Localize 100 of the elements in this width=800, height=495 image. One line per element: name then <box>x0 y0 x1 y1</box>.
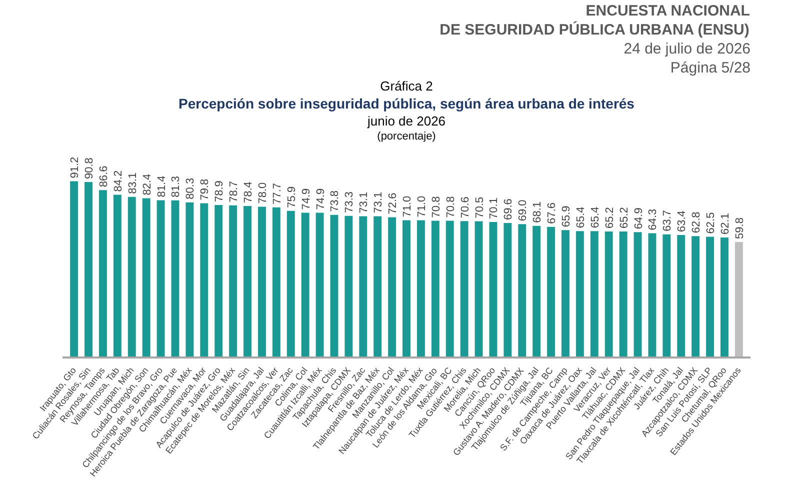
data-label: 65.4 <box>589 206 602 228</box>
data-label: 78.7 <box>228 181 240 202</box>
data-label: 78.9 <box>214 180 226 202</box>
data-label: 62.5 <box>705 212 718 234</box>
text: junio de 2026 <box>366 114 446 128</box>
bar <box>590 231 598 358</box>
data-label: 72.6 <box>387 192 400 214</box>
data-label: 83.1 <box>126 172 139 194</box>
data-label: 69.6 <box>502 198 515 220</box>
text: DE SEGURIDAD PÚBLICA URBANA (ENSU) <box>440 20 750 38</box>
bar <box>706 236 714 358</box>
data-label: 62.1 <box>719 213 732 234</box>
data-label: 62.8 <box>690 212 703 234</box>
chart-title: Gráfica 2 <box>380 78 433 94</box>
bar <box>677 234 686 358</box>
bar <box>634 232 642 358</box>
bar <box>128 196 136 358</box>
data-label: 74.9 <box>314 188 327 210</box>
bar <box>330 214 338 358</box>
data-label: 70.8 <box>444 196 457 218</box>
bar <box>316 212 324 358</box>
data-label: 70.8 <box>430 196 442 218</box>
chart-subtitle: Percepción sobre inseguridad pública, según área urbana de interés <box>178 96 635 112</box>
bar <box>98 190 107 358</box>
bar <box>301 212 310 358</box>
data-label: 65.4 <box>574 206 587 228</box>
bar <box>576 231 584 358</box>
bar <box>142 198 150 358</box>
bar <box>692 236 700 358</box>
data-label: 70.6 <box>459 196 472 218</box>
data-label: 75.9 <box>286 186 298 208</box>
data-label: 91.2 <box>69 156 82 178</box>
bar <box>214 205 223 358</box>
data-label: 73.8 <box>329 190 342 212</box>
data-label: 64.3 <box>647 208 660 230</box>
bar <box>416 220 425 358</box>
bar <box>258 206 266 358</box>
bar <box>562 230 570 358</box>
bar <box>70 181 78 358</box>
bar <box>402 220 410 358</box>
bar <box>171 200 180 358</box>
bar <box>431 220 440 358</box>
data-label: 77.7 <box>271 182 284 204</box>
data-label: 80.3 <box>184 178 197 200</box>
bar <box>720 238 728 358</box>
data-label: 67.6 <box>546 202 558 224</box>
bar <box>504 223 512 358</box>
data-label: 73.1 <box>372 192 385 214</box>
bar <box>648 233 656 358</box>
data-label: 71.0 <box>402 196 414 218</box>
data-label: 73.3 <box>344 191 356 213</box>
bar <box>446 220 454 358</box>
data-label: 73.1 <box>358 192 370 214</box>
text: 24 de julio de 2026 <box>624 40 751 58</box>
data-label: 68.1 <box>532 201 544 223</box>
bar <box>186 202 194 358</box>
data-label: 81.3 <box>170 176 182 198</box>
bar <box>460 221 468 358</box>
bar <box>518 224 526 358</box>
data-label: 63.4 <box>676 210 688 232</box>
data-label: 65.2 <box>618 207 630 229</box>
bar <box>344 216 353 358</box>
text: (porcentaje) <box>377 130 436 142</box>
data-label: 70.5 <box>474 196 486 218</box>
bar <box>374 216 382 358</box>
data-label: 64.9 <box>632 208 645 230</box>
data-label: 84.2 <box>112 170 124 192</box>
data-label: 79.8 <box>199 178 212 200</box>
data-label: 63.7 <box>662 210 674 232</box>
bar <box>388 217 396 358</box>
bar <box>286 210 295 358</box>
bar <box>359 216 368 358</box>
bar <box>489 222 498 358</box>
bar <box>272 207 280 358</box>
data-label: 78.4 <box>242 182 255 204</box>
data-label: 81.4 <box>156 176 168 198</box>
data-label: 82.4 <box>141 174 154 196</box>
bar <box>156 200 165 358</box>
bar <box>200 203 208 358</box>
data-label: 65.9 <box>560 206 572 228</box>
bar <box>662 234 671 358</box>
data-label: 65.2 <box>604 207 616 229</box>
data-label: 71.0 <box>416 196 428 218</box>
bar <box>619 232 628 358</box>
bar <box>474 221 483 358</box>
bar <box>229 205 238 358</box>
bar <box>113 194 122 358</box>
data-label: 74.9 <box>300 188 312 210</box>
data-label: 90.8 <box>84 158 96 180</box>
data-label: 70.1 <box>488 198 500 220</box>
text: Página 5/28 <box>670 60 751 76</box>
data-label: 78.0 <box>256 182 269 204</box>
bar <box>734 242 743 358</box>
bar <box>84 182 92 358</box>
bar <box>604 232 613 358</box>
data-label: 86.6 <box>98 166 110 188</box>
bar <box>244 206 252 358</box>
data-label: 69.0 <box>517 200 530 222</box>
bar <box>547 226 556 358</box>
data-label: 59.8 <box>734 218 746 239</box>
